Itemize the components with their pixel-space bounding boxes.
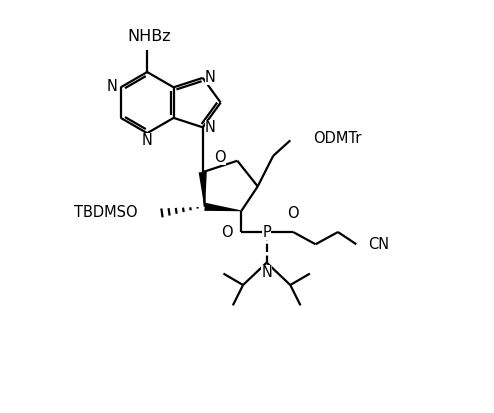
Text: ODMTr: ODMTr	[313, 131, 361, 146]
Polygon shape	[199, 172, 207, 207]
Text: NHBz: NHBz	[127, 28, 171, 43]
Text: CN: CN	[368, 237, 389, 252]
Text: N: N	[107, 79, 118, 94]
Text: N: N	[142, 133, 153, 148]
Text: N: N	[205, 120, 215, 135]
Text: P: P	[262, 225, 271, 240]
Polygon shape	[205, 203, 242, 211]
Text: TBDMSO: TBDMSO	[74, 205, 137, 221]
Text: N: N	[205, 70, 215, 85]
Text: O: O	[214, 150, 226, 165]
Text: O: O	[288, 206, 299, 221]
Text: N: N	[261, 265, 272, 280]
Text: O: O	[221, 225, 233, 240]
